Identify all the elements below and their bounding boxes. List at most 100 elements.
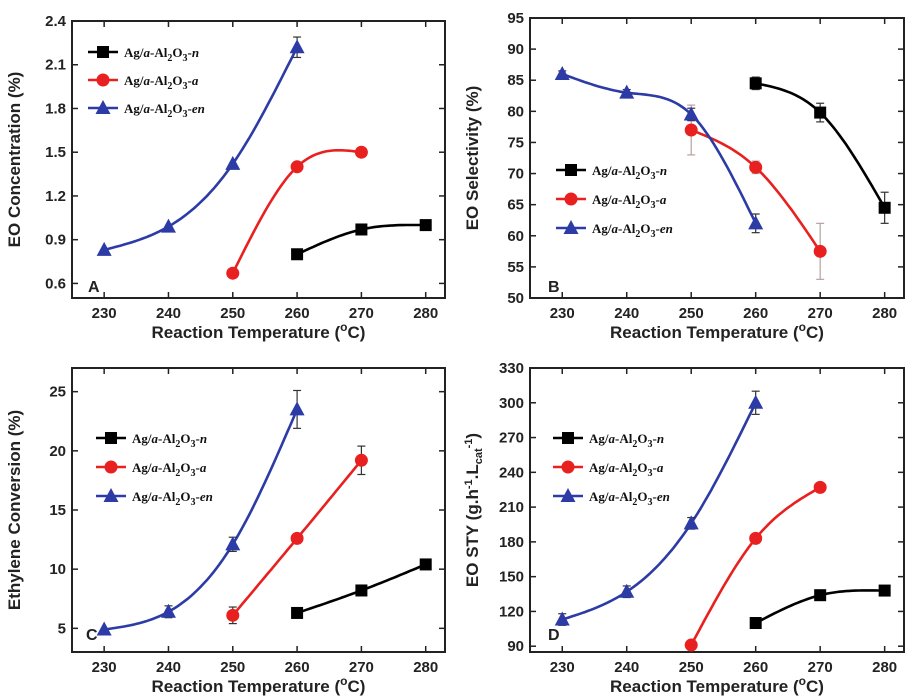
data-point — [814, 589, 827, 602]
x-tick-label: 250 — [220, 659, 245, 676]
y-tick-label: 150 — [499, 569, 524, 586]
data-point — [748, 394, 764, 409]
chart-panel-b: 230 240 250 260 270 280 50 55 60 65 70 75 80 85 90 95 Re… — [463, 10, 905, 342]
data-point — [225, 536, 241, 551]
data-point — [813, 480, 827, 494]
legend-marker — [561, 460, 575, 474]
legend-marker — [97, 46, 109, 58]
data-point — [749, 531, 763, 545]
x-tick-label: 230 — [550, 305, 575, 322]
data-point — [878, 584, 891, 597]
plot-frame — [529, 367, 905, 653]
data-point — [554, 611, 570, 626]
y-tick-label: 20 — [49, 443, 66, 460]
data-point — [225, 155, 241, 170]
data-point — [160, 603, 176, 618]
y-tick-label: 0.9 — [45, 232, 66, 249]
series-2 — [226, 145, 368, 280]
data-point — [813, 244, 827, 258]
chart-panel-a: 230 240 250 260 270 280 0.6 0.9 1.2 1.5 1.8 2.1 2.4 R… — [5, 13, 446, 342]
y-tick-label: 90 — [507, 41, 524, 58]
y-axis-title: EO STY (g.h-1.Lcat-1) — [463, 433, 485, 587]
plot-frame — [529, 17, 905, 299]
y-tick-label: 90 — [507, 638, 524, 655]
y-tick-label: 120 — [499, 603, 524, 620]
data-point — [226, 266, 240, 280]
series-line — [104, 408, 299, 631]
data-point — [878, 201, 891, 214]
series-3 — [554, 66, 764, 234]
x-tick-label: 280 — [413, 305, 438, 322]
legend-marker — [105, 432, 117, 444]
legend-marker — [103, 488, 119, 502]
y-axis-title: Ethylene Conversion (%) — [5, 410, 24, 610]
x-tick-label: 230 — [92, 305, 117, 322]
y-tick-label: 80 — [507, 103, 524, 120]
y-tick-label: 70 — [507, 166, 524, 183]
data-point — [683, 106, 699, 121]
legend-label: Ag/a-Al2O3-n — [132, 431, 207, 450]
legend-label: Ag/a-Al2O3-en — [124, 101, 205, 120]
data-point — [419, 558, 432, 571]
x-tick-label: 260 — [285, 659, 310, 676]
y-tick-label: 2.4 — [45, 13, 67, 30]
x-tick-label: 230 — [550, 659, 575, 676]
legend-marker — [96, 73, 110, 87]
legend: Ag/a-Al2O3-n Ag/a-Al2O3-a Ag/a-Al2O3-en — [88, 45, 205, 120]
series-line — [561, 402, 757, 621]
panel-letter: A — [88, 279, 100, 296]
legend: Ag/a-Al2O3-n Ag/a-Al2O3-a Ag/a-Al2O3-en — [553, 431, 670, 508]
y-tick-label: 1.2 — [45, 188, 66, 205]
series-2 — [684, 104, 827, 280]
data-point — [748, 215, 764, 230]
y-tick-label: 1.8 — [45, 100, 66, 117]
legend-label: Ag/a-Al2O3-a — [589, 460, 664, 479]
series-2 — [684, 480, 827, 652]
data-point — [291, 248, 304, 261]
x-tick-label: 270 — [349, 305, 374, 322]
panel-letter: B — [548, 279, 560, 296]
data-point — [355, 584, 368, 597]
series-1 — [749, 76, 891, 224]
legend-label: Ag/a-Al2O3-en — [132, 489, 213, 508]
data-point — [290, 160, 304, 174]
series-1 — [749, 584, 891, 630]
x-axis-title: Reaction Temperature (oC) — [152, 674, 366, 696]
series-1 — [291, 558, 432, 619]
x-axis-title: Reaction Temperature (oC) — [152, 320, 366, 342]
legend-label: Ag/a-Al2O3-en — [592, 221, 673, 240]
series-3 — [554, 390, 764, 626]
data-point — [419, 219, 432, 232]
plot-frame — [71, 367, 446, 653]
y-tick-label: 270 — [499, 430, 524, 447]
data-point — [289, 401, 305, 416]
x-tick-label: 230 — [92, 659, 117, 676]
y-tick-label: 25 — [49, 384, 66, 401]
series-3 — [96, 389, 305, 636]
x-tick-label: 250 — [220, 305, 245, 322]
data-point — [749, 77, 762, 90]
data-point — [290, 531, 304, 545]
x-tick-label: 280 — [872, 659, 897, 676]
y-tick-label: 85 — [507, 72, 524, 89]
data-point — [160, 218, 176, 233]
x-tick-label: 240 — [156, 305, 181, 322]
y-tick-label: 240 — [499, 464, 524, 481]
y-tick-label: 330 — [499, 360, 524, 377]
data-point — [354, 145, 368, 159]
y-tick-label: 60 — [507, 228, 524, 245]
x-tick-label: 240 — [614, 659, 639, 676]
legend-label: Ag/a-Al2O3-n — [592, 163, 667, 182]
legend-label: Ag/a-Al2O3-a — [124, 73, 199, 92]
y-tick-label: 180 — [499, 534, 524, 551]
data-point — [354, 453, 368, 467]
x-tick-label: 270 — [349, 659, 374, 676]
data-point — [749, 617, 762, 630]
y-tick-label: 2.1 — [45, 57, 66, 74]
data-point — [291, 606, 304, 619]
chart-panel-c: 230 240 250 260 270 280 5 10 15 20 25 Reaction Temp… — [5, 367, 446, 696]
x-tick-label: 280 — [413, 659, 438, 676]
data-point — [226, 608, 240, 622]
y-tick-label: 10 — [49, 561, 66, 578]
